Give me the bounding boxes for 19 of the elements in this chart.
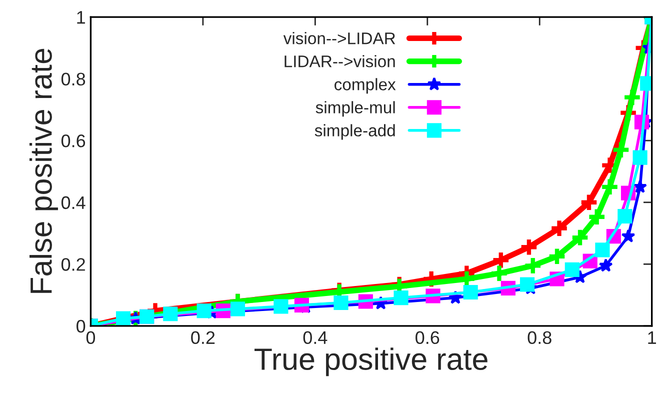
y-tick-label: 0.8	[61, 72, 86, 86]
x-tick-label: 0.6	[416, 331, 440, 344]
legend-label: complex	[334, 78, 396, 94]
y-tick-label: 0.6	[61, 134, 86, 148]
legend-label: vision-->LIDAR	[283, 32, 396, 44]
y-tick-label: 0.4	[61, 196, 86, 210]
x-axis-title: True positive rate	[254, 348, 488, 376]
y-tick-label: 0.2	[61, 258, 85, 271]
legend-label: simple-mul	[316, 101, 395, 117]
x-tick-label: 0	[86, 331, 96, 344]
x-tick-label: 0.4	[303, 331, 328, 344]
y-tick-label: 1	[77, 11, 85, 24]
legend-label: LIDAR-->vision	[284, 55, 395, 68]
y-axis-title: False positive rate	[30, 48, 58, 293]
x-tick-label: 1	[648, 331, 656, 344]
legend-label: simple-add	[314, 124, 395, 140]
x-tick-label: 0.2	[191, 331, 215, 344]
y-tick-label: 0	[76, 320, 86, 333]
x-tick-label: 0.8	[528, 331, 552, 344]
